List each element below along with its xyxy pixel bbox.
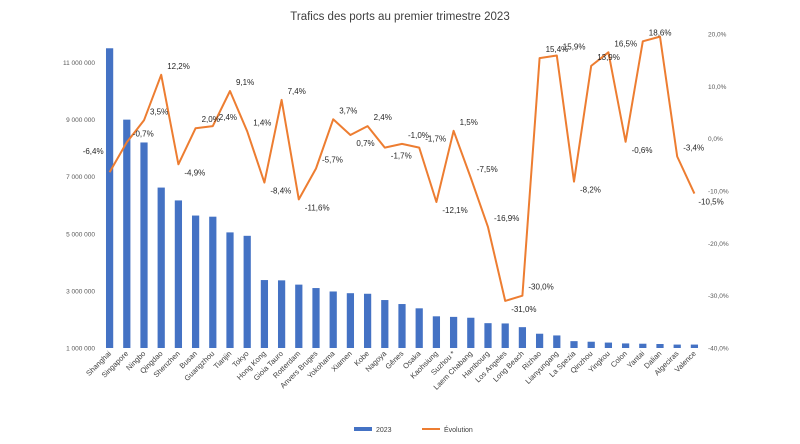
line-data-label: -30,0% <box>528 283 553 292</box>
bar <box>484 323 492 348</box>
bar <box>260 280 269 348</box>
right-tick-label: -10,0% <box>708 189 729 196</box>
bar <box>449 316 458 348</box>
line-data-label: 15,4% <box>546 45 569 54</box>
bar <box>243 235 251 348</box>
line-data-label: -5,7% <box>322 155 343 164</box>
bar <box>467 317 475 348</box>
left-tick-label: 11 000 000 <box>63 60 95 67</box>
line-data-label: -0,7% <box>133 129 154 138</box>
bar <box>553 335 561 348</box>
bar <box>312 288 320 348</box>
line-data-label: 3,7% <box>339 106 357 115</box>
line-data-label: 7,4% <box>288 87 306 96</box>
line-data-label: -0,6% <box>632 146 653 155</box>
bar <box>432 316 441 348</box>
bar <box>398 304 406 348</box>
line-data-label: -1,7% <box>425 135 446 144</box>
bar <box>209 216 217 348</box>
line-data-label: 1,5% <box>460 118 478 127</box>
right-axis: -40,0% -30,0% -20,0% -10,0% 0,0% 10,0% 20,0% <box>708 32 729 353</box>
bar <box>604 342 613 348</box>
left-tick-label: 7 000 000 <box>66 174 95 181</box>
bar <box>346 293 355 348</box>
bar <box>587 341 595 348</box>
bar <box>518 327 527 348</box>
line-data-label: -8,2% <box>580 186 601 195</box>
line-data-label: -4,9% <box>184 168 205 177</box>
right-tick-label: 0,0% <box>708 136 723 143</box>
bar-series <box>105 48 699 349</box>
legend-label-line: Évolution <box>444 425 473 434</box>
bar <box>226 232 234 348</box>
line-data-label: 2,4% <box>374 113 392 122</box>
bar <box>381 300 389 348</box>
line-data-label: 2,4% <box>219 113 237 122</box>
legend-swatch-bars <box>354 427 372 431</box>
bar <box>673 344 681 348</box>
bar <box>123 119 131 349</box>
left-axis: 1 000 000 3 000 000 5 000 000 7 000 000 9 00… <box>63 60 95 352</box>
line-data-label: -10,5% <box>698 198 723 207</box>
bar <box>295 284 303 348</box>
bar <box>656 344 664 348</box>
bar <box>191 215 200 348</box>
bar <box>690 344 699 348</box>
bar <box>570 341 578 348</box>
right-tick-label: 20,0% <box>708 32 727 39</box>
line-data-label: 12,2% <box>167 62 190 71</box>
right-tick-label: -20,0% <box>708 241 729 248</box>
line-data-label: 18,6% <box>649 28 672 37</box>
bar <box>157 187 165 348</box>
line-series <box>108 35 696 302</box>
chart-title: Trafics des ports au premier trimestre 2… <box>290 11 509 23</box>
right-tick-label: 10,0% <box>708 84 727 91</box>
legend: 2023 Évolution <box>354 425 473 434</box>
legend-label-bars: 2023 <box>376 427 392 434</box>
bar <box>535 333 544 348</box>
bar <box>329 291 337 348</box>
bar <box>174 200 183 348</box>
line-data-label: -1,0% <box>408 131 429 140</box>
bar <box>639 343 647 348</box>
bar <box>621 343 630 348</box>
line-data-label: -31,0% <box>511 305 536 314</box>
line-data-label: 3,5% <box>150 107 168 116</box>
line-data-label: 15,9% <box>563 42 586 51</box>
line-data-label: -6,4% <box>83 147 104 156</box>
left-tick-label: 1 000 000 <box>66 346 95 353</box>
right-tick-label: -40,0% <box>708 346 729 353</box>
bar <box>277 280 286 348</box>
line-data-label: -8,4% <box>270 187 291 196</box>
line-data-label: -16,9% <box>494 214 519 223</box>
right-tick-label: -30,0% <box>708 293 729 300</box>
line-path <box>108 35 696 302</box>
left-tick-label: 5 000 000 <box>66 231 95 238</box>
left-tick-label: 9 000 000 <box>66 117 95 124</box>
line-data-label: -7,5% <box>477 165 498 174</box>
line-data-label: -11,6% <box>305 203 330 212</box>
line-data-label: -1,7% <box>391 152 412 161</box>
line-data-label: 1,4% <box>253 118 271 127</box>
bar <box>363 293 372 348</box>
line-data-label: 0,7% <box>356 139 374 148</box>
bar <box>140 142 148 348</box>
bar <box>415 308 423 348</box>
bar <box>501 323 509 348</box>
line-data-label: 16,5% <box>614 39 637 48</box>
line-data-label: 2,0% <box>202 115 220 124</box>
bar <box>105 48 114 348</box>
left-tick-label: 3 000 000 <box>66 288 95 295</box>
line-data-label: 9,1% <box>236 78 254 87</box>
line-data-labels: -6,4%-0,7%3,5%12,2%-4,9%2,0%2,4%9,1%1,4%… <box>83 28 724 314</box>
line-data-label: -3,4% <box>683 143 704 152</box>
line-data-label: 13,9% <box>597 53 620 62</box>
line-data-label: -12,1% <box>442 206 467 215</box>
